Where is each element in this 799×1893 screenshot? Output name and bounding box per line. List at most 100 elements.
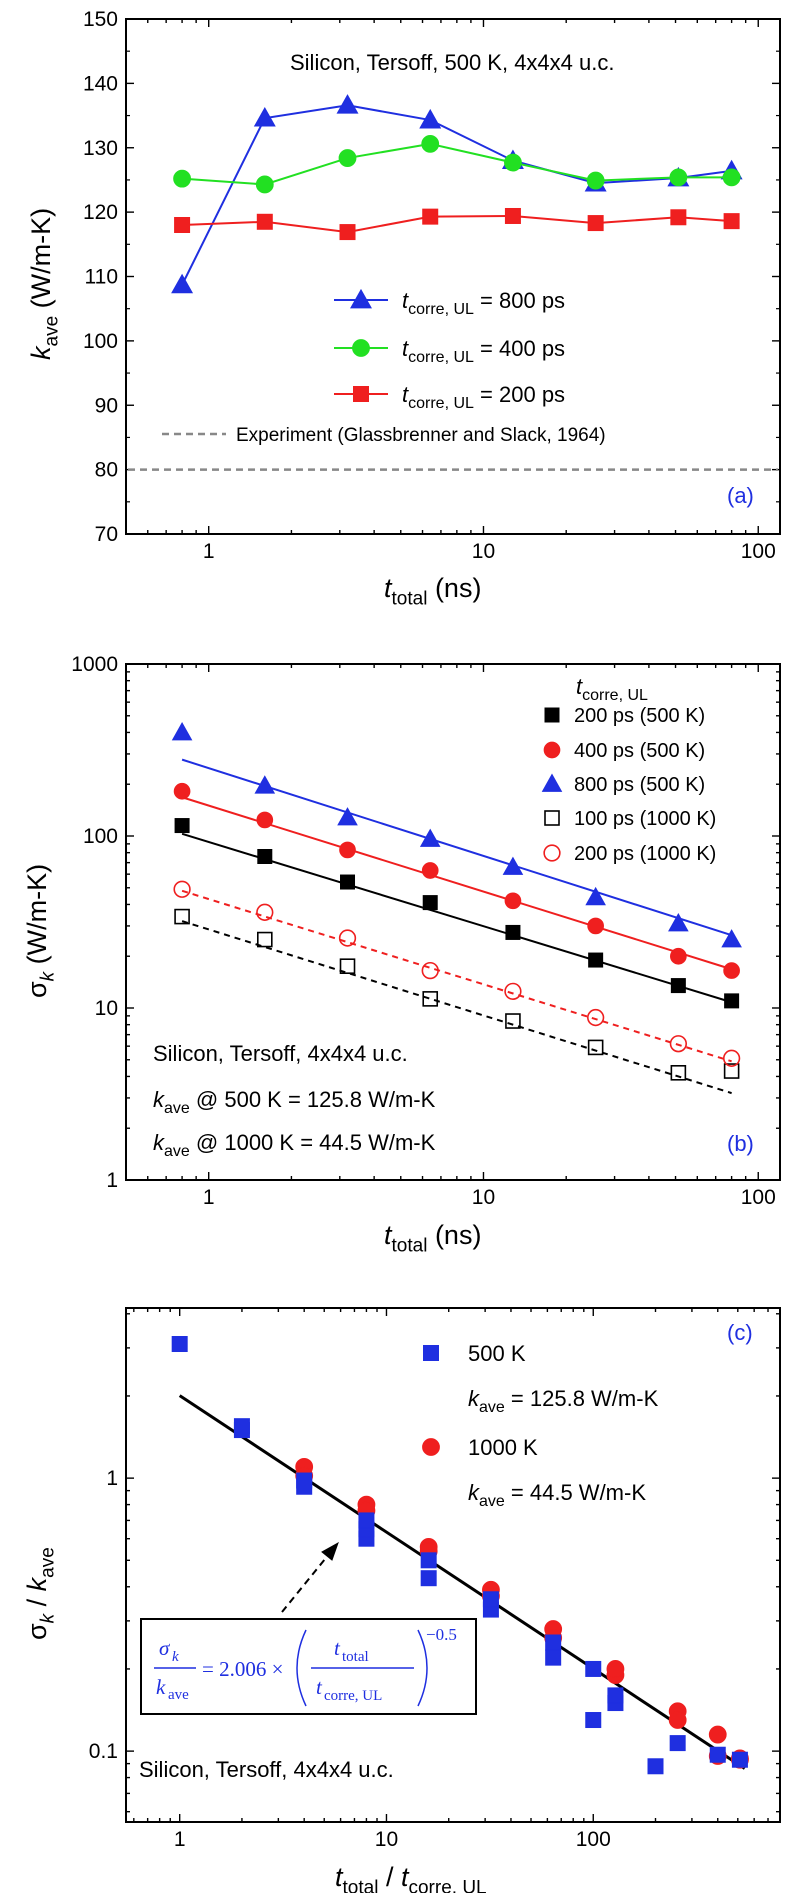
data-point	[587, 1008, 605, 1027]
legend-marker	[544, 810, 560, 826]
data-point	[588, 952, 604, 968]
data-point	[421, 961, 439, 980]
data-point	[339, 958, 356, 974]
text-run: k	[153, 1130, 165, 1155]
data-point	[585, 1712, 602, 1729]
text-run: k	[153, 1087, 165, 1112]
y-tick-label: 10	[95, 997, 118, 1020]
panel-label: (a)	[727, 483, 754, 508]
data-point	[722, 168, 741, 187]
x-tick-label: 100	[741, 1186, 776, 1209]
text-run: k	[468, 1386, 480, 1411]
legend-marker	[422, 1438, 440, 1456]
text-run: = 200 ps	[474, 382, 565, 407]
legend-label: tcorre, UL = 200 ps	[402, 382, 565, 412]
eq-term: total	[342, 1649, 369, 1665]
data-point	[171, 1336, 188, 1353]
annotation: Silicon, Tersoff, 500 K, 4x4x4 u.c.	[290, 50, 614, 75]
data-point	[419, 108, 442, 129]
legend-marker	[350, 288, 372, 309]
y-tick-label: 120	[83, 201, 118, 224]
panel-label: (b)	[727, 1131, 754, 1156]
data-point	[606, 1660, 625, 1678]
text-run: corre, UL	[408, 349, 474, 366]
data-point	[708, 1725, 727, 1744]
annotation: Silicon, Tersoff, 4x4x4 u.c.	[153, 1041, 408, 1066]
annotation: kave @ 1000 K = 44.5 W/m-K	[153, 1130, 436, 1160]
text-run: @ 500 K = 125.8 W/m-K	[190, 1087, 436, 1112]
y-tick-label: 1	[106, 1169, 118, 1192]
data-point	[669, 168, 688, 187]
text-run: total	[392, 1236, 428, 1257]
data-point	[668, 913, 689, 932]
data-point	[256, 811, 274, 829]
annotation-arrow	[281, 1547, 335, 1613]
data-point	[256, 931, 273, 948]
data-point	[338, 149, 357, 167]
data-point	[670, 947, 687, 965]
x-tick-label: 1	[174, 1828, 186, 1851]
data-point	[173, 169, 191, 188]
data-point	[422, 991, 439, 1007]
text-run: = 800 ps	[474, 288, 565, 313]
legend-label: tcorre, UL = 800 ps	[402, 288, 565, 318]
y-tick-label: 110	[85, 266, 118, 289]
legend-label: Experiment (Glassbrenner and Slack, 1964…	[236, 425, 606, 446]
data-point	[670, 1065, 687, 1081]
text-run: σ	[22, 1623, 52, 1640]
data-point	[422, 895, 438, 911]
data-point	[171, 273, 194, 294]
legend-label: 500 K	[468, 1341, 526, 1366]
data-point	[337, 807, 358, 826]
legend-label: 200 ps (1000 K)	[574, 843, 716, 865]
data-point	[669, 1735, 686, 1752]
data-point	[669, 1035, 688, 1053]
y-tick-label: 0.1	[89, 1740, 118, 1763]
text-run: σ	[22, 981, 52, 998]
text-run: (ns)	[427, 1220, 481, 1250]
x-axis-label: ttotal (ns)	[384, 1220, 481, 1257]
data-point	[482, 1591, 499, 1608]
text-run: corre, UL	[408, 1878, 486, 1893]
y-axis-label: σk (W/m-K)	[22, 864, 59, 998]
data-point	[607, 1687, 624, 1704]
legend-marker	[352, 339, 370, 357]
data-point	[504, 153, 522, 172]
text-run: k	[26, 345, 56, 360]
eq-term: k	[156, 1675, 166, 1699]
text-run: t	[576, 674, 583, 699]
plot-frame	[125, 1307, 781, 1823]
data-point	[670, 978, 686, 994]
legend-marker	[541, 773, 563, 792]
data-point	[647, 1758, 664, 1775]
eq-term: = 2.006 ×	[202, 1657, 283, 1681]
text-run: /	[22, 1591, 52, 1614]
y-tick-label: 100	[83, 825, 118, 848]
y-tick-label: 140	[83, 72, 118, 95]
legend-marker	[543, 844, 561, 862]
eq-paren	[296, 1629, 307, 1707]
x-tick-label: 10	[472, 540, 495, 563]
data-point	[585, 1660, 602, 1677]
data-point	[254, 775, 276, 794]
fit-line	[181, 832, 732, 1004]
legend-label: 800 ps (500 K)	[574, 774, 705, 796]
fit-line	[181, 889, 732, 1063]
legend-label: 100 ps (1000 K)	[574, 808, 716, 830]
annotation: Silicon, Tersoff, 4x4x4 u.c.	[139, 1757, 394, 1782]
data-point	[173, 782, 191, 800]
data-point	[422, 208, 439, 225]
data-point	[723, 962, 740, 979]
y-tick-label: 150	[83, 8, 118, 31]
text-run: ave	[42, 316, 63, 347]
legend-marker	[423, 1345, 439, 1361]
text-run: /	[378, 1862, 401, 1892]
text-run: = 44.5 W/m-K	[505, 1480, 647, 1505]
x-tick-label: 1	[203, 1186, 215, 1209]
data-point	[233, 1418, 250, 1435]
text-run: ave	[164, 1100, 190, 1117]
panel-label: (c)	[727, 1320, 753, 1345]
text-run: k	[22, 1576, 52, 1591]
data-point	[586, 171, 605, 190]
